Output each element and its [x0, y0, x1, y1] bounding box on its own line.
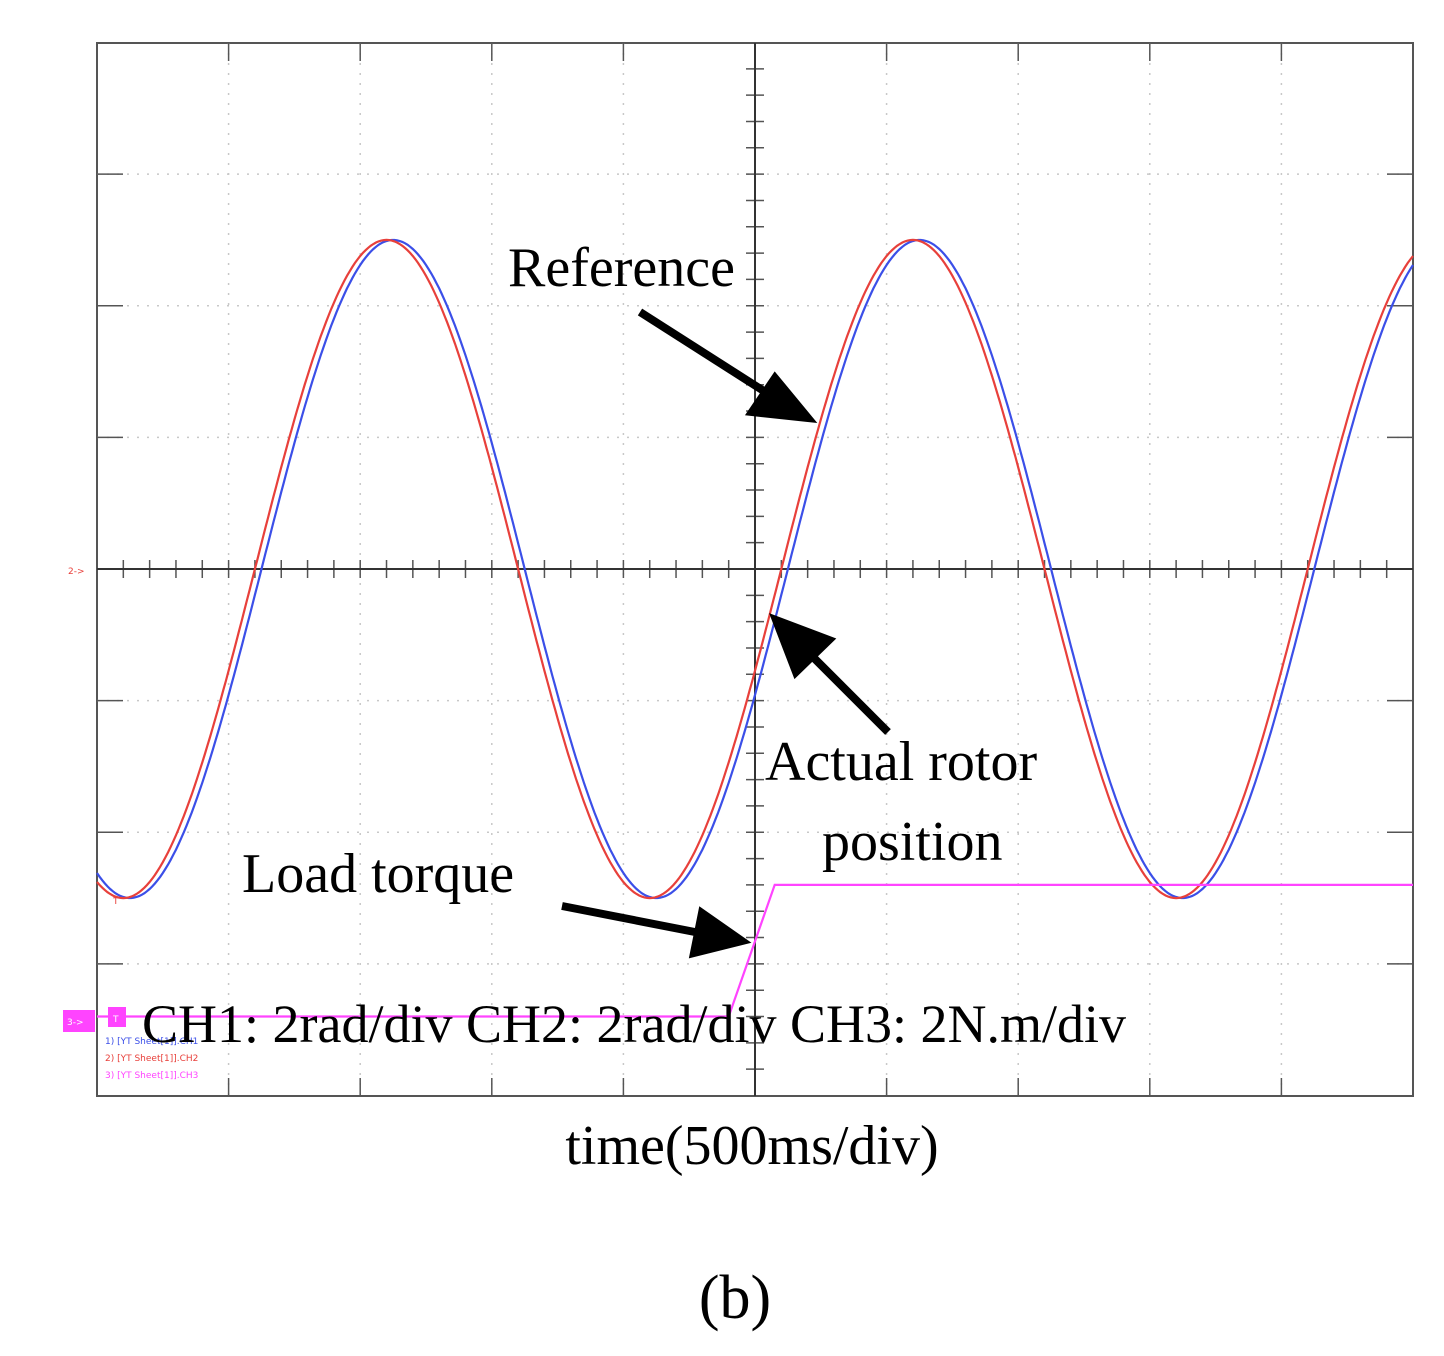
ch3-marker-box: [63, 1010, 95, 1032]
traces: [96, 238, 1414, 1018]
legend-ch3: 3) [YT Sheet[1]].CH3: [105, 1071, 198, 1081]
load-torque-arrowhead: [688, 906, 752, 959]
trace-ch3: [97, 883, 1413, 1018]
actual-position-arrow: [809, 653, 891, 735]
trigger-point-marker: T: [112, 897, 119, 907]
ch3-marker: 3->: [67, 1018, 84, 1028]
reference-arrow: [637, 308, 773, 399]
trace-ch2: [96, 238, 1414, 900]
x-axis-label: time(500ms/div): [565, 1115, 938, 1177]
scale-note: CH1: 2rad/div CH2: 2rad/div CH3: 2N.m/di…: [142, 994, 1126, 1054]
actual-position-arrowhead: [769, 613, 837, 680]
reference-arrowhead: [744, 371, 818, 424]
trigger-marker: T: [112, 1015, 119, 1025]
actual-position-annotation-line2: position: [822, 811, 1002, 873]
load-torque-annotation: Load torque: [242, 843, 514, 905]
trace-ch1: [96, 238, 1414, 900]
load-torque-arrow: [561, 902, 701, 937]
ch2-marker: 2->: [68, 567, 85, 577]
actual-position-annotation-line1: Actual rotor: [765, 731, 1037, 793]
reference-annotation: Reference: [508, 237, 735, 299]
legend-ch2: 2) [YT Sheet[1]].CH2: [105, 1054, 198, 1064]
legend-ch1: 1) [YT Sheet[1]].CH1: [105, 1037, 198, 1047]
panel-label: (b): [699, 1264, 771, 1332]
annotation-arrows: [561, 308, 891, 959]
trigger-box: [108, 1007, 126, 1027]
